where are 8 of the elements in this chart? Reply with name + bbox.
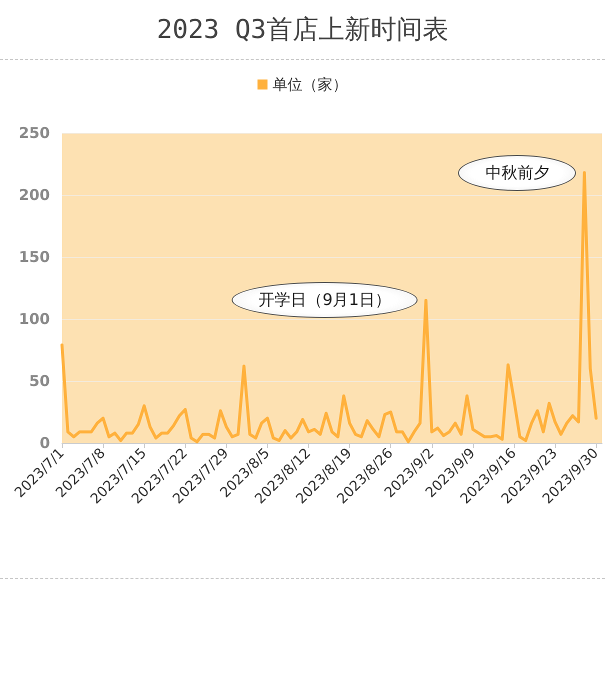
y-tick-label: 100	[18, 310, 50, 328]
y-tick-label: 0	[40, 434, 50, 452]
y-tick-label: 150	[18, 248, 50, 266]
chart-title: 2023 Q3首店上新时间表	[156, 15, 448, 45]
y-tick-label: 250	[18, 124, 50, 142]
legend-label: 单位（家）	[272, 76, 348, 94]
y-tick-label: 200	[18, 186, 50, 204]
y-tick-label: 50	[29, 372, 50, 390]
